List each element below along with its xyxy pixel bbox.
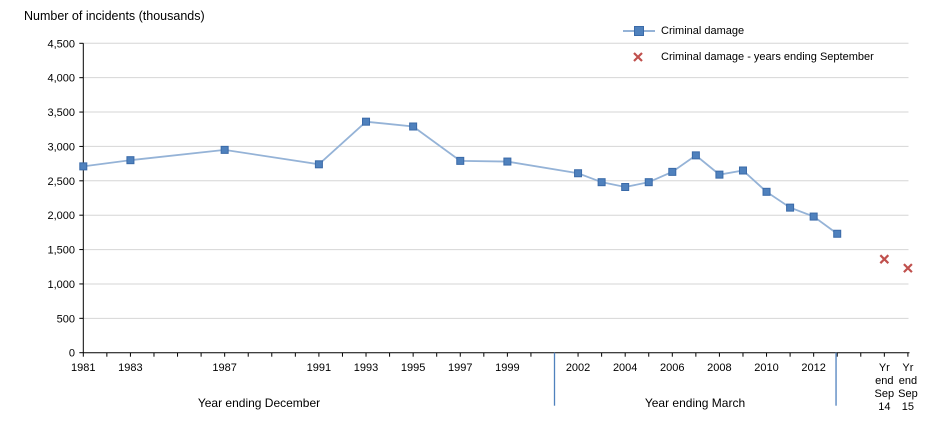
y-tick-label: 3,500 bbox=[47, 107, 75, 119]
x-tick-label: 2010 bbox=[754, 362, 778, 374]
x-section-label-december: Year ending December bbox=[197, 396, 321, 410]
y-tick-label: 0 bbox=[69, 348, 75, 360]
data-point-marker bbox=[79, 162, 88, 171]
x-section-label-march: Year ending March bbox=[644, 396, 746, 410]
data-point-marker bbox=[126, 156, 135, 165]
legend-label: Criminal damage bbox=[661, 25, 745, 37]
data-point-marker bbox=[786, 203, 795, 212]
legend-item-criminal-damage: Criminal damage bbox=[622, 25, 874, 37]
line-square-marker-icon bbox=[623, 26, 655, 36]
data-point-marker bbox=[314, 160, 323, 169]
x-tick-label: 1997 bbox=[448, 362, 472, 374]
y-tick-label: 3,000 bbox=[47, 141, 75, 153]
x-tick-label: 1995 bbox=[401, 362, 425, 374]
data-point-marker bbox=[833, 229, 842, 238]
x-tick-label: 1991 bbox=[307, 362, 331, 374]
legend: Criminal damage Criminal damage - years … bbox=[622, 25, 874, 63]
y-tick-label: 4,500 bbox=[47, 38, 75, 50]
x-tick-label: 2006 bbox=[660, 362, 684, 374]
x-tick-label-sep: Yr end Sep 15 bbox=[898, 362, 918, 413]
legend-label: Criminal damage - years ending September bbox=[661, 51, 874, 63]
data-point-marker bbox=[644, 178, 653, 187]
x-tick-label: 1983 bbox=[118, 362, 142, 374]
x-tick-label-sep: Yr end Sep 14 bbox=[875, 362, 895, 413]
data-point-marker bbox=[762, 187, 771, 196]
x-marker-icon bbox=[633, 52, 643, 62]
data-point-marker bbox=[597, 178, 606, 187]
y-tick-label: 1,000 bbox=[47, 279, 75, 291]
x-tick-label: 2008 bbox=[707, 362, 731, 374]
x-tick-label: 2004 bbox=[613, 362, 637, 374]
data-point-marker bbox=[809, 212, 818, 221]
x-data-marker bbox=[879, 254, 890, 264]
data-point-marker bbox=[621, 182, 630, 191]
y-tick-label: 2,500 bbox=[47, 176, 75, 188]
chart-title: Number of incidents (thousands) bbox=[24, 9, 205, 23]
y-tick-label: 500 bbox=[57, 313, 75, 325]
x-tick-label: 2012 bbox=[801, 362, 825, 374]
data-point-marker bbox=[738, 166, 747, 175]
data-point-marker bbox=[220, 145, 229, 154]
data-point-marker bbox=[715, 170, 724, 179]
legend-item-criminal-damage-sep: Criminal damage - years ending September bbox=[622, 51, 874, 63]
data-point-marker bbox=[503, 157, 512, 166]
x-data-marker bbox=[903, 263, 913, 273]
data-point-marker bbox=[691, 151, 700, 160]
data-point-marker bbox=[668, 167, 677, 176]
x-tick-label: 2002 bbox=[566, 362, 590, 374]
data-point-marker bbox=[574, 169, 583, 178]
y-tick-label: 2,000 bbox=[47, 210, 75, 222]
y-tick-label: 4,000 bbox=[47, 73, 75, 85]
x-tick-label: 1999 bbox=[495, 362, 519, 374]
x-tick-label: 1981 bbox=[71, 362, 95, 374]
data-point-marker bbox=[362, 117, 371, 126]
x-tick-label: 1993 bbox=[354, 362, 378, 374]
data-point-marker bbox=[409, 122, 418, 131]
x-tick-label: 1987 bbox=[212, 362, 236, 374]
series-line-criminal-damage bbox=[83, 120, 838, 235]
data-point-marker bbox=[456, 156, 465, 165]
y-tick-label: 1,500 bbox=[47, 245, 75, 257]
